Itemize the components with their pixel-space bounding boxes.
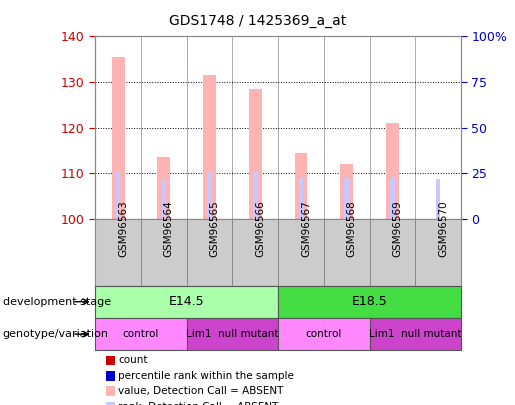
Text: genotype/variation: genotype/variation — [3, 329, 109, 339]
Bar — [436, 179, 440, 219]
Text: GSM96563: GSM96563 — [118, 200, 128, 257]
Text: GSM96567: GSM96567 — [301, 200, 311, 257]
Text: GDS1748 / 1425369_a_at: GDS1748 / 1425369_a_at — [169, 14, 346, 28]
Bar — [158, 157, 170, 219]
Text: control: control — [305, 329, 342, 339]
Bar — [278, 286, 461, 318]
Text: GSM96569: GSM96569 — [392, 200, 402, 257]
Text: E18.5: E18.5 — [352, 295, 387, 308]
Bar — [249, 89, 262, 219]
Bar — [203, 75, 216, 219]
Text: rank, Detection Call = ABSENT: rank, Detection Call = ABSENT — [118, 402, 279, 405]
Bar — [369, 318, 461, 350]
Bar — [295, 153, 307, 219]
Bar — [340, 164, 353, 219]
Bar — [95, 286, 278, 318]
Bar — [390, 178, 394, 219]
Bar — [162, 179, 166, 219]
Text: value, Detection Call = ABSENT: value, Detection Call = ABSENT — [118, 386, 284, 396]
Text: Lim1  null mutant: Lim1 null mutant — [186, 329, 279, 339]
Bar — [299, 178, 303, 219]
Text: percentile rank within the sample: percentile rank within the sample — [118, 371, 295, 381]
Text: GSM96568: GSM96568 — [347, 200, 357, 257]
Text: count: count — [118, 356, 148, 365]
Bar — [207, 172, 212, 219]
Bar — [345, 178, 349, 219]
Text: control: control — [123, 329, 159, 339]
Bar — [116, 172, 121, 219]
Text: Lim1  null mutant: Lim1 null mutant — [369, 329, 461, 339]
Text: GSM96565: GSM96565 — [210, 200, 219, 257]
Bar — [112, 57, 125, 219]
Text: development stage: development stage — [3, 297, 111, 307]
Bar — [253, 172, 258, 219]
Bar — [386, 123, 399, 219]
Bar — [95, 318, 186, 350]
Text: GSM96564: GSM96564 — [164, 200, 174, 257]
Text: GSM96570: GSM96570 — [438, 200, 448, 257]
Bar — [278, 318, 370, 350]
Text: GSM96566: GSM96566 — [255, 200, 265, 257]
Bar — [186, 318, 278, 350]
Text: E14.5: E14.5 — [169, 295, 204, 308]
